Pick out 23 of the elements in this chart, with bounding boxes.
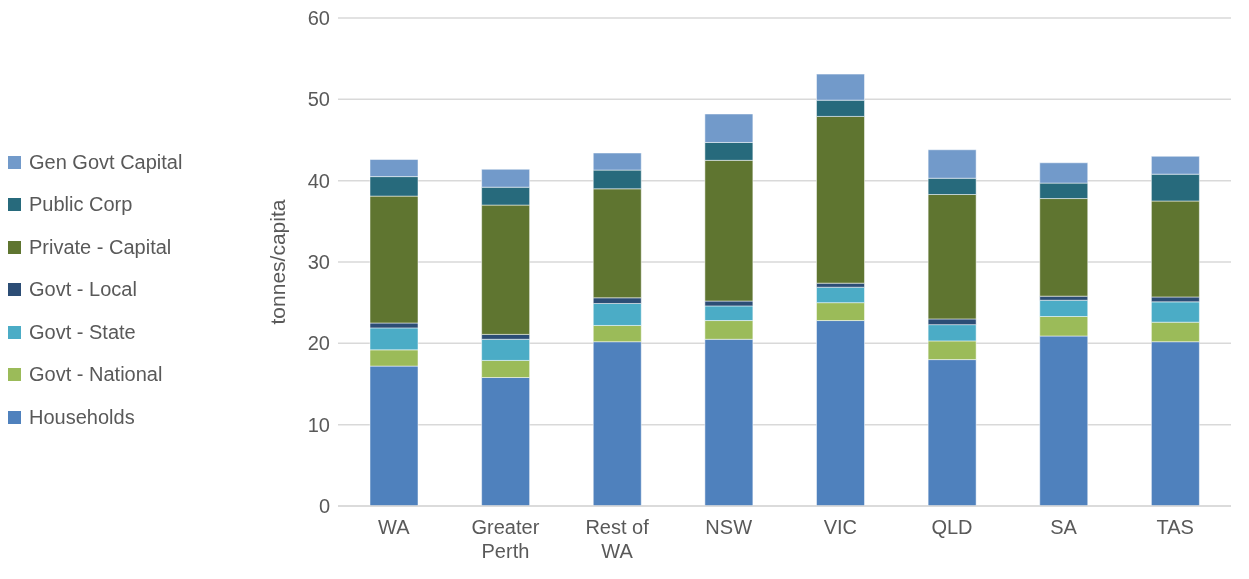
legend-label: Households — [29, 405, 135, 429]
x-tick-label: Greater Perth — [471, 516, 540, 562]
x-tick-label: NSW — [705, 516, 753, 538]
x-tick-label: Rest of WA — [585, 516, 650, 562]
x-tick-label: WA — [378, 516, 411, 538]
x-tick-label: QLD — [931, 516, 973, 538]
x-tick-label: TAS — [1156, 516, 1194, 538]
x-tick-label: VIC — [823, 516, 857, 538]
legend-label: Private - Capital — [29, 235, 172, 259]
y-tick-label: 40 — [307, 169, 330, 192]
legend-label: Govt - Local — [29, 278, 137, 301]
y-axis-title: tonnes/capita — [266, 199, 290, 325]
legend-label: Public Corp — [29, 193, 133, 216]
y-tick-label: 50 — [307, 88, 330, 111]
legend-label: Govt - State — [29, 320, 136, 344]
x-tick-label: SA — [1050, 516, 1078, 538]
legend-label: Govt - National — [29, 363, 163, 386]
y-tick-label: 60 — [307, 7, 330, 30]
y-tick-label: 0 — [318, 495, 330, 518]
y-tick-label: 10 — [307, 413, 330, 436]
legend-label: Gen Govt Capital — [29, 150, 183, 174]
y-tick-label: 20 — [307, 332, 330, 355]
y-tick-label: 30 — [307, 251, 330, 274]
